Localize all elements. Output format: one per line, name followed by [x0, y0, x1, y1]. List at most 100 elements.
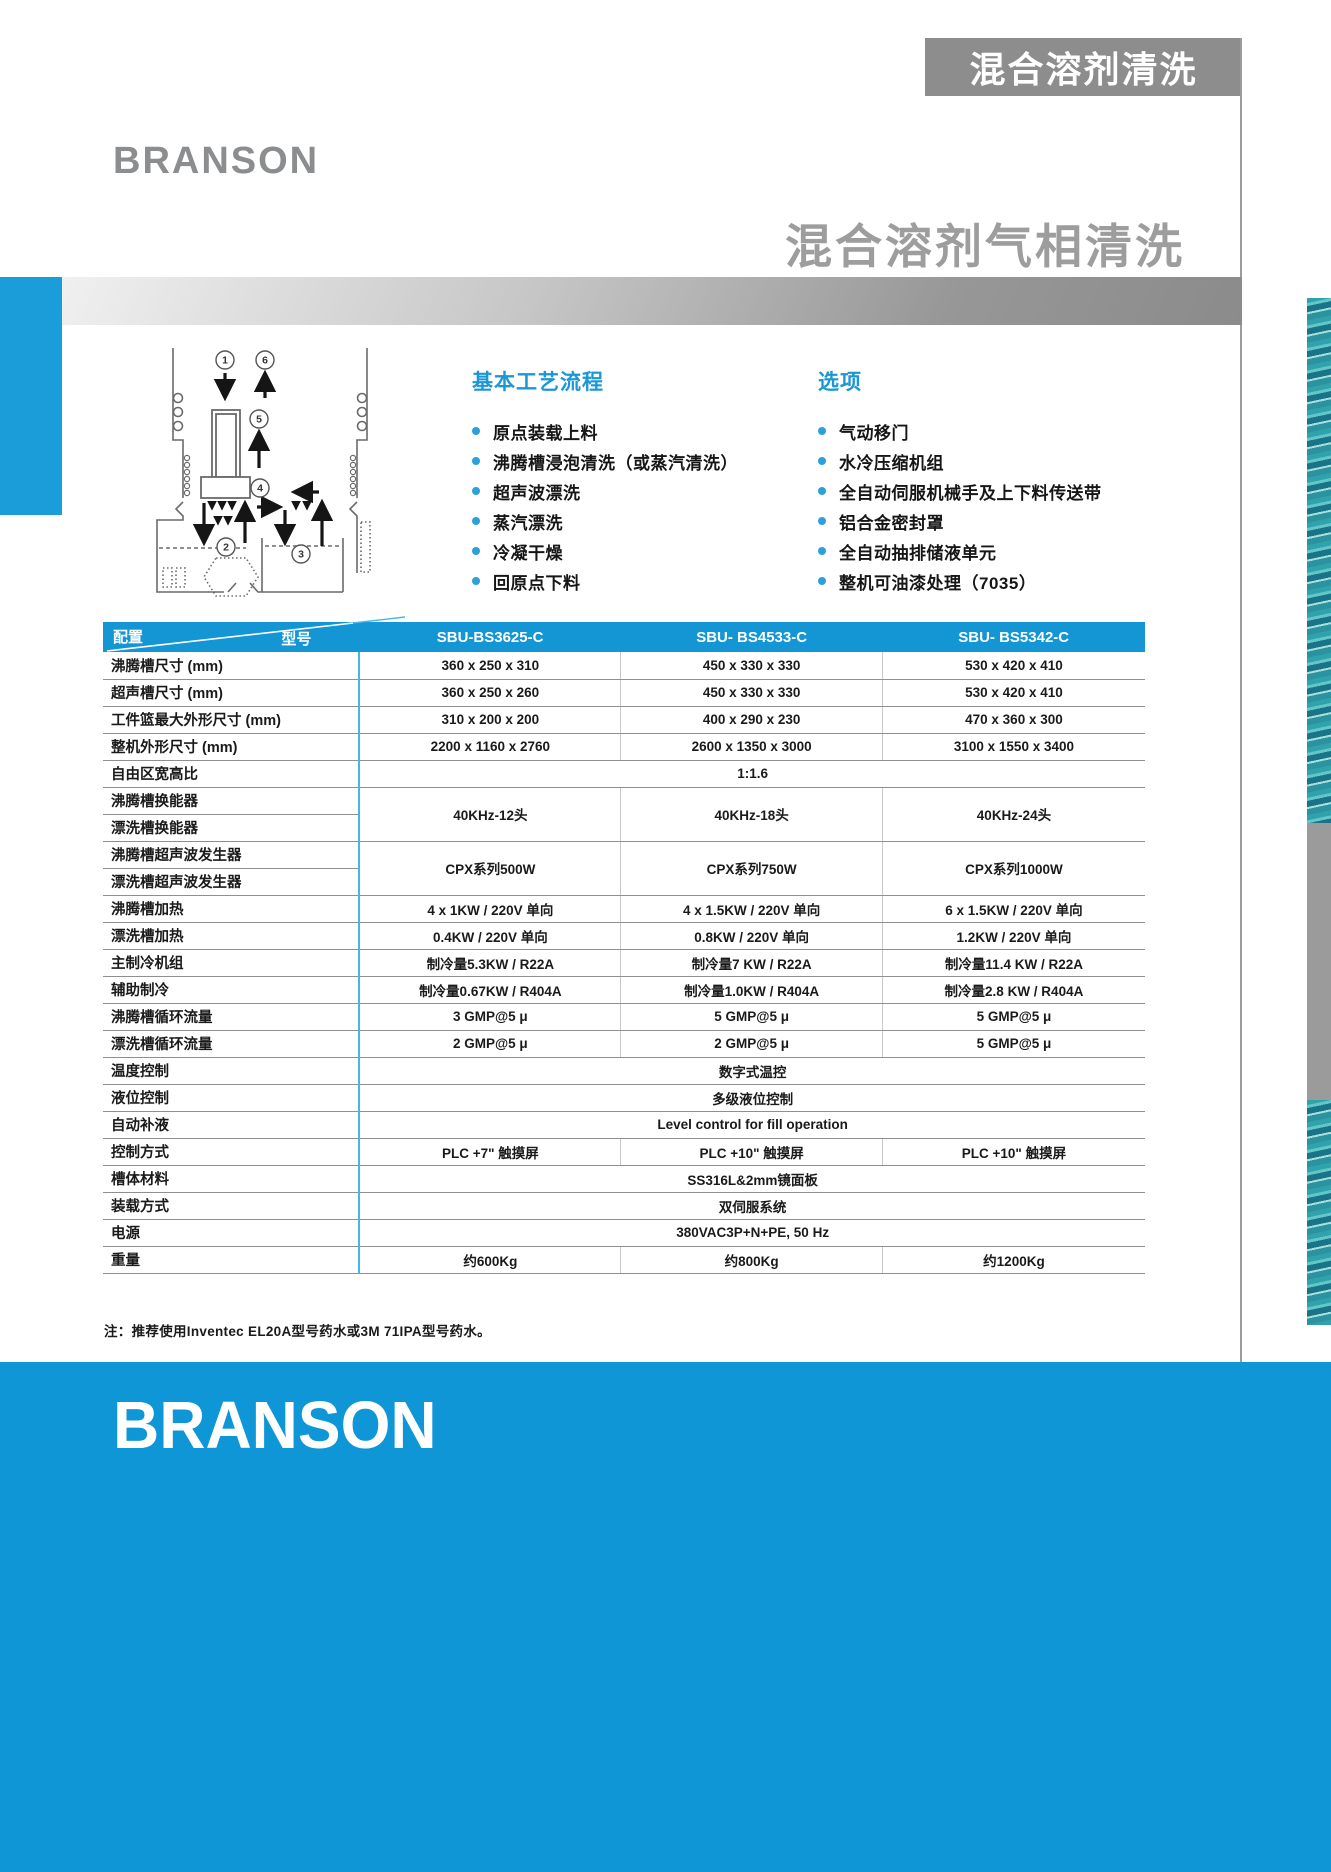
spec-label-cell: 漂洗槽加热 — [103, 922, 361, 950]
spec-value-cell: 4 x 1.5KW / 220V 单向 — [620, 895, 883, 923]
bullet-icon — [818, 517, 826, 525]
gradient-divider-bar — [62, 277, 1242, 325]
list-item: 超声波漂洗 — [472, 476, 738, 506]
spec-label-cell: 沸腾槽尺寸 (mm) — [103, 652, 361, 680]
spec-table-body: 沸腾槽尺寸 (mm) 360 x 250 x 310 450 x 330 x 330… — [103, 652, 1145, 1274]
spec-value-cell: 40KHz-24头 — [881, 787, 1145, 842]
bullet-icon — [472, 517, 480, 525]
corner-config-label: 配置 — [113, 629, 144, 646]
bullet-icon — [818, 577, 826, 585]
list-item: 气动移门 — [818, 416, 1102, 446]
list-item-label: 原点装载上料 — [493, 423, 598, 443]
basket — [200, 409, 251, 499]
branson-logo-footer: BRANSON — [113, 1387, 437, 1463]
process-list-section: 基本工艺流程 原点装载上料 沸腾槽浸泡清洗（或蒸汽清洗） 超声波漂洗 蒸汽漂洗 冷凝干燥… — [472, 366, 738, 596]
bullet-icon — [818, 547, 826, 555]
list-item-label: 铝合金密封罩 — [839, 513, 944, 533]
spec-label-cell: 装载方式 — [103, 1192, 361, 1220]
spec-value-cell: 约1200Kg — [881, 1246, 1145, 1274]
table-row: 漂洗槽加热 0.4KW / 220V 单向 0.8KW / 220V 单向 1.2KW… — [103, 922, 1145, 950]
bullet-icon — [818, 427, 826, 435]
table-row: 沸腾槽换能器 40KHz-12头 40KHz-18头 40KHz-24头 — [103, 787, 1145, 842]
spec-value-cell: 6 x 1.5KW / 220V 单向 — [881, 895, 1145, 923]
table-row: 温度控制 数字式温控 — [103, 1057, 1145, 1085]
table-row: 整机外形尺寸 (mm) 2200 x 1160 x 2760 2600 x 1350… — [103, 733, 1145, 761]
model-column-header: SBU- BS5342-C — [882, 622, 1145, 652]
spec-value-cell: 530 x 420 x 410 — [881, 679, 1145, 707]
spec-value-cell: 5 GMP@5 μ — [881, 1003, 1145, 1031]
spec-value-cell: 2200 x 1160 x 2760 — [358, 733, 621, 761]
spec-value-cell: 3 GMP@5 μ — [358, 1003, 621, 1031]
spec-value-cell: PLC +10" 触摸屏 — [620, 1138, 883, 1166]
step-2-label: 2 — [223, 542, 229, 554]
list-item-label: 蒸汽漂洗 — [493, 513, 563, 533]
spec-value-cell: 360 x 250 x 310 — [358, 652, 621, 680]
list-item-label: 气动移门 — [839, 423, 909, 443]
spec-label-cell: 超声槽尺寸 (mm) — [103, 679, 361, 707]
photo-strip-gray-segment — [1307, 823, 1331, 1100]
table-row: 液位控制 多级液位控制 — [103, 1084, 1145, 1112]
step-1-label: 1 — [222, 355, 228, 367]
spec-label-cell: 工件篮最大外形尺寸 (mm) — [103, 706, 361, 734]
bullet-icon — [818, 487, 826, 495]
spec-label-cell: 沸腾槽加热 — [103, 895, 361, 923]
spec-value-cell: 2600 x 1350 x 3000 — [620, 733, 883, 761]
spec-value-cell: 0.8KW / 220V 单向 — [620, 922, 883, 950]
list-item-label: 全自动抽排储液单元 — [839, 543, 997, 563]
process-flow-diagram: 1 6 5 4 2 3 — [156, 348, 371, 597]
spec-value-cell: 多级液位控制 — [358, 1084, 1145, 1112]
list-item-label: 水冷压缩机组 — [839, 453, 944, 473]
spec-label-cell: 温度控制 — [103, 1057, 361, 1085]
spec-value-cell: SS316L&2mm镜面板 — [358, 1165, 1145, 1193]
list-item-label: 沸腾槽浸泡清洗（或蒸汽清洗） — [493, 453, 738, 473]
spec-value-cell: 制冷量0.67KW / R404A — [358, 976, 621, 1004]
bullet-icon — [472, 577, 480, 585]
spec-value-cell: 双伺服系统 — [358, 1192, 1145, 1220]
page-title: 混合溶剂气相清洗 — [785, 220, 1185, 273]
spec-value-cell: 制冷量1.0KW / R404A — [620, 976, 883, 1004]
table-row: 重量 约600Kg 约800Kg 约1200Kg — [103, 1246, 1145, 1274]
spec-value-cell: 1.2KW / 220V 单向 — [881, 922, 1145, 950]
spec-value-cell: PLC +10" 触摸屏 — [881, 1138, 1145, 1166]
category-banner-label: 混合溶剂清洗 — [969, 49, 1198, 90]
table-row: 槽体材料 SS316L&2mm镜面板 — [103, 1165, 1145, 1193]
list-item-label: 冷凝干燥 — [493, 543, 563, 563]
spec-value-cell: CPX系列750W — [620, 841, 883, 896]
bullet-icon — [818, 457, 826, 465]
bullet-icon — [472, 487, 480, 495]
list-item: 铝合金密封罩 — [818, 506, 1102, 536]
spec-value-cell: Level control for fill operation — [358, 1111, 1145, 1139]
spec-value-cell: 380VAC3P+N+PE, 50 Hz — [358, 1219, 1145, 1247]
list-item-label: 超声波漂洗 — [493, 483, 581, 503]
spec-label-cell: 液位控制 — [103, 1084, 361, 1112]
options-list-section: 选项 气动移门 水冷压缩机组 全自动伺服机械手及上下料传送带 铝合金密封罩 全自动抽排储… — [818, 366, 1102, 596]
spec-value-cell: 400 x 290 x 230 — [620, 706, 883, 734]
table-row: 自由区宽高比 1:1.6 — [103, 760, 1145, 788]
spec-table: 配置 型号 SBU-BS3625-C SBU- BS4533-C SBU- BS… — [103, 616, 1145, 1274]
table-row: 沸腾槽尺寸 (mm) 360 x 250 x 310 450 x 330 x 330… — [103, 652, 1145, 680]
spec-value-cell: 450 x 330 x 330 — [620, 679, 883, 707]
spec-label-cell: 电源 — [103, 1219, 361, 1247]
spec-label-cell: 重量 — [103, 1246, 361, 1274]
step-6-label: 6 — [262, 355, 268, 367]
spec-value-cell: CPX系列500W — [358, 841, 621, 896]
left-accent-block — [0, 277, 62, 515]
options-list-heading: 选项 — [818, 371, 862, 394]
options-list: 气动移门 水冷压缩机组 全自动伺服机械手及上下料传送带 铝合金密封罩 全自动抽排储液单元… — [818, 416, 1102, 596]
spec-value-cell: 2 GMP@5 μ — [358, 1030, 621, 1058]
spec-value-cell: 制冷量5.3KW / R22A — [358, 949, 621, 977]
water-photo-strip-bottom — [1307, 1100, 1331, 1325]
spec-label-cell: 漂洗槽超声波发生器 — [103, 868, 361, 896]
list-item-label: 回原点下料 — [493, 573, 581, 593]
table-row: 装载方式 双伺服系统 — [103, 1192, 1145, 1220]
spec-value-cell: 310 x 200 x 200 — [358, 706, 621, 734]
table-row: 沸腾槽超声波发生器 CPX系列500W CPX系列750W CPX系列1000W — [103, 841, 1145, 896]
spec-value-cell: 2 GMP@5 μ — [620, 1030, 883, 1058]
table-row: 辅助制冷 制冷量0.67KW / R404A 制冷量1.0KW / R404A 制冷量… — [103, 976, 1145, 1004]
step-5-label: 5 — [256, 414, 262, 426]
spec-label-cell: 沸腾槽超声波发生器 — [103, 841, 361, 869]
footnote: 注：推荐使用Inventec EL20A型号药水或3M 71IPA型号药水。 — [104, 1324, 491, 1339]
